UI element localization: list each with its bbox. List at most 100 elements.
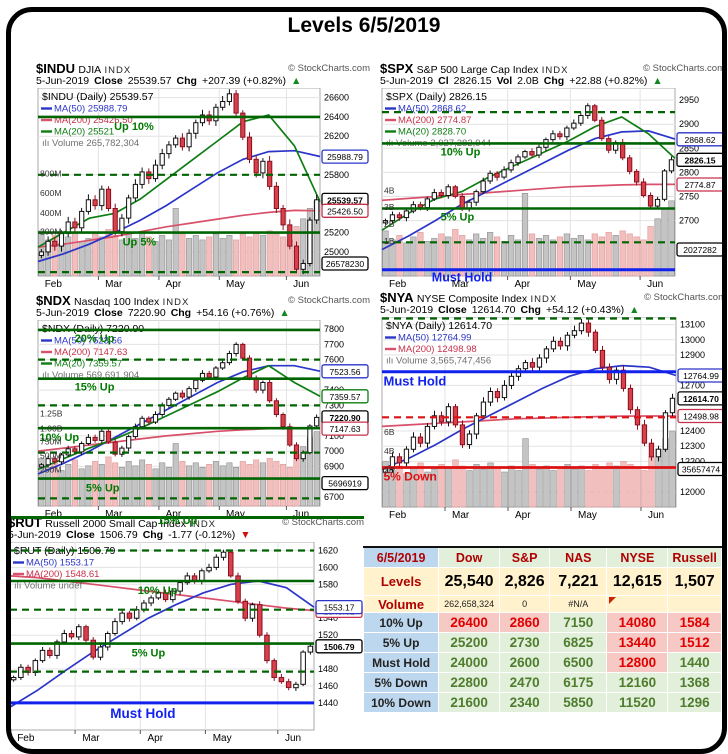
row-label: Volume: [362, 595, 440, 613]
chart-title: © StockCharts.com $SPX S&P 500 Large Cap…: [380, 61, 725, 76]
svg-text:May: May: [213, 733, 232, 744]
row-label: 5% Up: [362, 632, 440, 653]
levels-table: 6/5/2019 Dow S&P NAS NYSE Russell Levels 25,540…: [362, 546, 722, 713]
svg-text:12614.70: 12614.70: [683, 394, 719, 404]
plot-area: [37, 320, 321, 507]
chart-info-token: Close: [438, 304, 467, 316]
chart-symbol: $RUT: [8, 515, 42, 530]
table-cell: 6825: [549, 632, 608, 653]
ndx-candlestick-plot: $NDX (Daily) 7220.90MA(50) 7523.56MA(200…: [37, 320, 369, 520]
svg-text:35657474: 35657474: [682, 465, 720, 475]
svg-text:25539.57: 25539.57: [327, 195, 363, 205]
svg-text:1553.17: 1553.17: [323, 603, 354, 613]
change-arrow-icon: ▲: [279, 307, 290, 319]
svg-text:10% Up: 10% Up: [138, 585, 178, 597]
chart-info-token: +22.88 (+0.82%): [569, 75, 648, 87]
svg-text:Feb: Feb: [389, 279, 407, 290]
ma200-line: [381, 183, 675, 202]
table-cell: 1368: [667, 672, 722, 693]
chart-info-token: 7220.90: [127, 307, 166, 319]
svg-text:$SPX (Daily) 2826.15: $SPX (Daily) 2826.15: [386, 91, 487, 103]
date-axis: Feb Mar Apr May Jun: [389, 276, 663, 290]
table-cell: 1584: [667, 612, 722, 633]
svg-text:Feb: Feb: [45, 279, 63, 290]
table-cell: 13440: [606, 632, 669, 653]
table-cell: 25,540: [438, 567, 501, 596]
table-cell: 2340: [499, 692, 551, 713]
svg-text:5% Up: 5% Up: [86, 483, 120, 495]
chart-info-token: Vol: [496, 75, 513, 87]
chart-title: © StockCharts.com $INDU DJIA INDX: [36, 62, 370, 76]
svg-text:7147.63: 7147.63: [329, 424, 360, 434]
chart-name: NYSE Composite Index: [416, 293, 528, 305]
table-cell: 5850: [549, 692, 608, 713]
svg-text:200M: 200M: [40, 227, 62, 237]
chart-name: S&P 500 Large Cap Index: [416, 64, 539, 76]
svg-text:Jun: Jun: [285, 733, 301, 744]
svg-text:ılı Volume 569,691,904: ılı Volume 569,691,904: [42, 370, 139, 381]
svg-text:250M: 250M: [40, 465, 62, 475]
chart-exchange: INDX: [104, 65, 132, 76]
svg-text:Must Hold: Must Hold: [432, 271, 492, 285]
chart-symbol: $SPX: [380, 61, 414, 76]
svg-text:Mar: Mar: [82, 733, 100, 744]
chart-title: © StockCharts.com $NDX Nasdaq 100 Index …: [36, 294, 370, 308]
chart-info-token: +207.39 (+0.82%): [201, 75, 286, 87]
svg-text:2826.15: 2826.15: [684, 155, 715, 165]
svg-text:MA(50) 7523.56: MA(50) 7523.56: [54, 336, 122, 347]
copyright-text: © StockCharts.com: [288, 295, 370, 306]
table-cell: 2470: [499, 672, 551, 693]
svg-text:1600: 1600: [318, 562, 338, 572]
chart-name: Russell 2000 Small Cap Index: [45, 518, 186, 530]
svg-text:2B: 2B: [384, 219, 395, 229]
svg-text:20% Up: 20% Up: [75, 333, 115, 345]
svg-text:5% Up: 5% Up: [132, 648, 166, 660]
svg-text:1620: 1620: [318, 546, 338, 556]
row-label: 5% Down: [362, 672, 440, 693]
svg-text:5696919: 5696919: [328, 479, 362, 489]
svg-text:MA(200) 7147.63: MA(200) 7147.63: [54, 347, 127, 358]
chart-info-token: Close: [94, 75, 123, 87]
table-cell: 25200: [438, 632, 501, 653]
svg-text:1B: 1B: [384, 236, 395, 246]
svg-text:25200: 25200: [324, 228, 349, 238]
svg-text:26600: 26600: [324, 93, 349, 103]
table-cell: 2730: [499, 632, 551, 653]
svg-text:Apr: Apr: [515, 510, 531, 521]
svg-text:1480: 1480: [318, 664, 338, 674]
svg-text:Feb: Feb: [389, 510, 407, 521]
price-axis: 2950 2900 2850 2800 2750 2700: [679, 95, 699, 226]
table-cell: 11520: [606, 692, 669, 713]
svg-text:10% Up: 10% Up: [441, 146, 481, 158]
svg-text:6900: 6900: [324, 461, 344, 471]
plot-area: [381, 317, 677, 508]
svg-text:Jun: Jun: [648, 510, 664, 521]
copyright-text: © StockCharts.com: [288, 63, 370, 74]
table-cell: 1296: [667, 692, 722, 713]
volume-axis: 1.25B 1.00B 750M 500M 250M: [40, 409, 63, 475]
svg-text:Jun: Jun: [293, 509, 309, 520]
svg-text:Jun: Jun: [647, 279, 663, 290]
gridlines: [382, 88, 675, 276]
volume-bars: [382, 193, 675, 277]
level-label-15pct-up: 15% Up: [157, 515, 198, 527]
svg-text:2027282: 2027282: [683, 245, 717, 255]
svg-text:1580: 1580: [318, 579, 338, 589]
svg-text:7100: 7100: [324, 431, 344, 441]
svg-text:7700: 7700: [324, 339, 344, 349]
svg-text:MA(50) 25988.79: MA(50) 25988.79: [54, 104, 127, 115]
table-cell: 6175: [549, 672, 608, 693]
chart-title: © StockCharts.com $NYA NYSE Composite In…: [380, 291, 726, 305]
svg-text:800M: 800M: [40, 168, 62, 178]
col-header-nyse: NYSE: [606, 546, 669, 568]
row-label: 10% Up: [362, 612, 440, 633]
svg-text:$INDU (Daily) 25539.57: $INDU (Daily) 25539.57: [42, 91, 154, 103]
ma50-line: [381, 130, 676, 251]
svg-text:1520: 1520: [318, 630, 338, 640]
table-cell: 262,658,324: [438, 595, 501, 613]
